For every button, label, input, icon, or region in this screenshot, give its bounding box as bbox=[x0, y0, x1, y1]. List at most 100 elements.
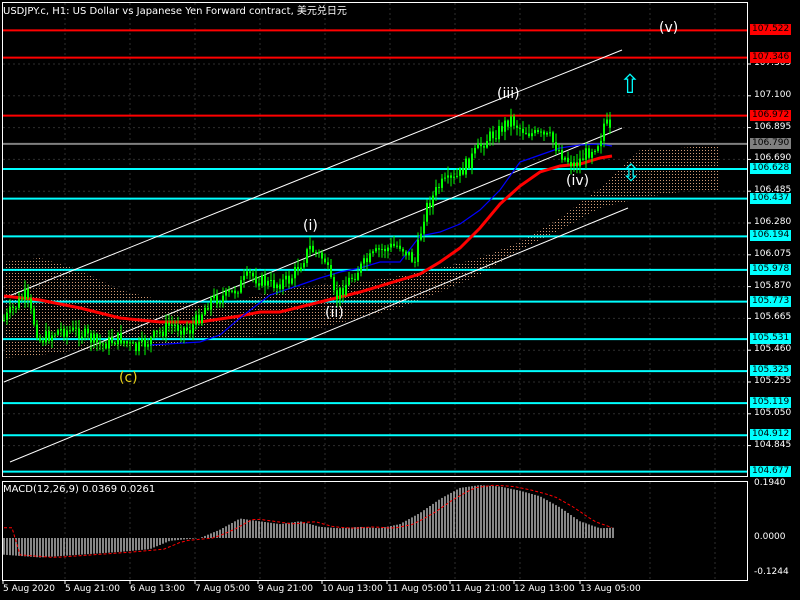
price-candle-body bbox=[378, 248, 380, 250]
arrow-updown-icon: ⇳ bbox=[621, 159, 642, 187]
price-candle-body bbox=[525, 132, 527, 134]
price-axis-label: 105.460 bbox=[754, 344, 792, 355]
level-price-tag: 104.677 bbox=[750, 465, 792, 477]
level-price-tag: 105.773 bbox=[750, 295, 792, 307]
price-candle-body bbox=[261, 275, 263, 286]
price-candle-body bbox=[360, 263, 362, 273]
price-candle-body bbox=[351, 277, 353, 279]
chart-title: USDJPY.c, H1: US Dollar vs Japanese Yen … bbox=[3, 6, 347, 17]
price-candle-body bbox=[138, 341, 140, 352]
price-candle-body bbox=[93, 334, 95, 343]
price-candle-body bbox=[477, 143, 479, 149]
price-candle-body bbox=[222, 295, 224, 303]
price-candle-body bbox=[315, 251, 317, 253]
time-axis-label: 7 Aug 05:00 bbox=[195, 584, 250, 594]
price-candle-body bbox=[483, 146, 485, 148]
price-candle-body bbox=[24, 288, 26, 300]
price-candle-body bbox=[81, 336, 83, 339]
price-candle-body bbox=[582, 158, 584, 160]
price-candle-body bbox=[72, 327, 74, 331]
price-candle-body bbox=[327, 262, 329, 266]
price-candle-body bbox=[6, 312, 8, 320]
price-candle-body bbox=[411, 252, 413, 262]
macd-pane-frame bbox=[2, 481, 748, 581]
price-candle-body bbox=[318, 252, 320, 254]
price-candle-body bbox=[594, 150, 596, 153]
price-candle-body bbox=[534, 130, 536, 134]
price-candle-body bbox=[324, 258, 326, 263]
time-axis-label: 6 Aug 13:00 bbox=[130, 584, 185, 594]
time-axis-label: 13 Aug 05:00 bbox=[580, 584, 641, 594]
price-candle-body bbox=[357, 272, 359, 280]
price-candle-body bbox=[312, 245, 314, 252]
price-candle-body bbox=[546, 132, 548, 135]
price-candle-body bbox=[348, 277, 350, 285]
level-price-tag: 106.972 bbox=[750, 109, 792, 121]
price-candle-body bbox=[198, 314, 200, 324]
price-candle-body bbox=[408, 252, 410, 256]
price-candle-body bbox=[480, 143, 482, 147]
price-candle-body bbox=[21, 298, 23, 300]
price-candle-body bbox=[369, 253, 371, 263]
channel-middle bbox=[3, 127, 623, 383]
price-candle-body bbox=[585, 148, 587, 160]
price-axis-label: 107.100 bbox=[754, 89, 792, 100]
price-candle-body bbox=[363, 258, 365, 264]
price-candle-body bbox=[375, 248, 377, 252]
price-candle-body bbox=[159, 331, 161, 333]
price-candle-body bbox=[330, 265, 332, 278]
price-candle-body bbox=[279, 284, 281, 289]
price-candle-body bbox=[435, 187, 437, 196]
price-candle-body bbox=[528, 133, 530, 137]
ichimoku-cloud bbox=[4, 145, 718, 358]
price-axis-label: 104.845 bbox=[754, 439, 792, 450]
price-candle-body bbox=[474, 148, 476, 154]
price-candle-body bbox=[609, 119, 611, 128]
price-candle-body bbox=[168, 322, 170, 326]
price-candle-body bbox=[555, 142, 557, 151]
price-candle-body bbox=[414, 261, 416, 263]
price-candle-body bbox=[102, 343, 104, 345]
price-candle-body bbox=[219, 302, 221, 304]
price-candle-body bbox=[447, 175, 449, 178]
price-candle-body bbox=[468, 158, 470, 169]
price-candle-body bbox=[288, 275, 290, 284]
price-candle-body bbox=[339, 287, 341, 300]
level-price-tag: 105.531 bbox=[750, 333, 792, 345]
price-candle-body bbox=[264, 275, 266, 286]
price-candle-body bbox=[63, 328, 65, 337]
price-candle-body bbox=[252, 272, 254, 277]
price-candle-body bbox=[162, 331, 164, 336]
price-axis-label: 105.050 bbox=[754, 407, 792, 418]
price-candle-body bbox=[3, 319, 5, 321]
price-candle-body bbox=[531, 133, 533, 137]
price-candle-body bbox=[396, 245, 398, 247]
price-candle-body bbox=[441, 178, 443, 188]
price-candle-body bbox=[273, 279, 275, 289]
price-candle-body bbox=[69, 330, 71, 332]
price-candle-body bbox=[552, 132, 554, 143]
price-candle-body bbox=[495, 138, 497, 140]
time-axis-label: 5 Aug 2020 bbox=[3, 584, 55, 594]
price-candle-body bbox=[333, 277, 335, 291]
price-candle-body bbox=[501, 126, 503, 132]
price-candle-body bbox=[504, 120, 506, 132]
price-candle-body bbox=[573, 162, 575, 167]
price-candle-body bbox=[216, 295, 218, 304]
price-candle-body bbox=[471, 153, 473, 169]
price-candle-body bbox=[99, 342, 101, 345]
price-candle-body bbox=[303, 263, 305, 268]
price-candle-body bbox=[36, 324, 38, 338]
price-candle-body bbox=[543, 131, 545, 135]
price-candle-body bbox=[426, 202, 428, 222]
channel-lower bbox=[9, 207, 629, 463]
price-candle-body bbox=[192, 324, 194, 334]
price-candle-body bbox=[96, 334, 98, 343]
price-candle-body bbox=[234, 290, 236, 294]
wave-label-iv: (iv) bbox=[566, 173, 590, 189]
price-candle-body bbox=[210, 298, 212, 310]
level-price-tag: 105.119 bbox=[750, 397, 792, 409]
level-price-tag: 105.978 bbox=[750, 263, 792, 275]
price-candle-body bbox=[147, 344, 149, 347]
